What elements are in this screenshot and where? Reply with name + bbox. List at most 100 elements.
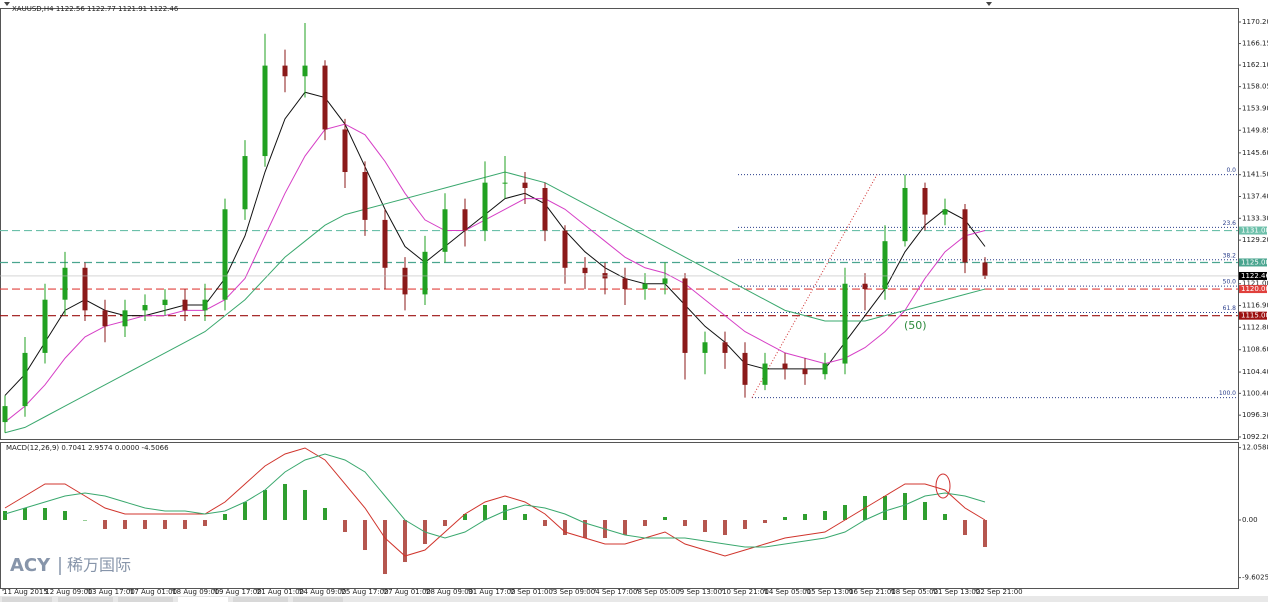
macd-bar [783, 517, 787, 521]
candle-body [522, 182, 528, 188]
candle-body [162, 299, 168, 306]
x-tick-label: 21 Aug 01:00 [257, 588, 304, 596]
chart-title: XAUUSD,H4 1122.56 1122.77 1121.91 1122.4… [12, 5, 179, 13]
y-tick-label: 1133.30 [1242, 214, 1268, 222]
x-tick-label: 16 Sep 21:00 [849, 588, 896, 596]
candle-body [142, 305, 148, 311]
macd-bar [923, 501, 927, 521]
x-tick-label: 14 Sep 05:00 [764, 588, 811, 596]
macd-title: MACD(12,26,9) 0.7041 2.9574 0.0000 -4.50… [6, 444, 169, 452]
macd-bar [983, 520, 987, 548]
x-tick-label: 21 Sep 13:00 [934, 588, 981, 596]
macd-bar [343, 520, 347, 533]
x-tick-label: 10 Sep 21:00 [722, 588, 769, 596]
macd-bar [363, 520, 367, 551]
candle-body [202, 299, 208, 311]
candle-body [722, 342, 728, 353]
candle-body [822, 363, 828, 375]
candle-body [242, 156, 248, 210]
candle-body [222, 209, 228, 300]
macd-bar [163, 520, 167, 530]
logo-name: 稀万国际 [67, 556, 131, 575]
macd-bar [943, 513, 947, 521]
macd-bar [103, 520, 107, 530]
y-tick-label: 1108.60 [1242, 346, 1268, 354]
macd-bar [23, 507, 27, 521]
macd-bar [903, 492, 907, 521]
candle-body [622, 278, 628, 290]
level-tag [1239, 311, 1267, 320]
y-tick-label: 1162.10 [1242, 61, 1268, 69]
macd-bar [663, 517, 667, 521]
level-tag-label: 1120.00 [1241, 285, 1268, 293]
macd-bar [763, 520, 767, 524]
annotation: (50) [904, 319, 927, 332]
macd-bar [583, 520, 587, 539]
macd-bar [143, 520, 147, 530]
candle-body [62, 267, 68, 300]
y-tick-label: -9.6025 [1242, 574, 1268, 582]
x-tick-label: 11 Aug 2015 [3, 588, 48, 596]
candle-body [782, 363, 788, 369]
candle-body [22, 352, 28, 407]
macd-bar [403, 520, 407, 563]
y-tick-label: 1116.90 [1242, 302, 1268, 310]
level-tag-label: 1125.00 [1241, 258, 1268, 266]
y-tick-label: 1129.20 [1242, 236, 1268, 244]
candle-body [862, 283, 868, 290]
macd-bar [703, 520, 707, 533]
y-tick-label: 1137.40 [1242, 192, 1268, 200]
candle-body [382, 219, 388, 268]
macd-bar [283, 483, 287, 521]
macd-bar [563, 520, 567, 536]
level-tag [1239, 258, 1267, 267]
candle-body [582, 267, 588, 274]
macd-bar [383, 520, 387, 575]
x-tick-label: 31 Aug 17:00 [468, 588, 515, 596]
level-tag-label: 1131.00 [1241, 227, 1268, 235]
current-price-tag [1239, 271, 1267, 280]
macd-bar [263, 489, 267, 521]
macd-bar [3, 510, 7, 521]
x-tick-label: 18 Aug 09:00 [172, 588, 219, 596]
candle-body [982, 262, 988, 276]
macd-line [4, 447, 986, 557]
candle-body [462, 209, 468, 231]
candle-body [702, 342, 708, 353]
x-tick-label: 8 Sep 05:00 [638, 588, 680, 596]
fib-trend [751, 174, 878, 398]
candle-body [262, 65, 268, 157]
macd-bar [823, 510, 827, 521]
macd-bar [803, 513, 807, 521]
y-tick-label: 1170.20 [1242, 18, 1268, 26]
y-tick-label: 1158.05 [1242, 83, 1268, 91]
macd-bar [683, 520, 687, 527]
current-price-label: 1122.46 [1241, 272, 1268, 280]
fib-label: 0.0 [1226, 167, 1236, 174]
macd-bar [183, 520, 187, 530]
x-tick-label: 2 Sep 01:00 [511, 588, 553, 596]
candle-body [562, 230, 568, 268]
candle-body [182, 299, 188, 311]
y-tick-label: 1153.90 [1242, 105, 1268, 113]
candle-body [442, 209, 448, 252]
y-tick-label: 1149.85 [1242, 126, 1268, 134]
macd-bar [523, 513, 527, 521]
y-tick-label: 12.0588 [1242, 444, 1268, 452]
y-tick-label: 1104.40 [1242, 368, 1268, 376]
candle-body [102, 310, 108, 327]
candle-body [542, 187, 548, 231]
macd-panel [0, 442, 1239, 589]
moving-average [4, 91, 986, 396]
x-tick-label: 22 Sep 21:00 [976, 588, 1023, 596]
candle-body [642, 283, 648, 290]
macd-bar [303, 489, 307, 521]
candle-body [682, 278, 688, 353]
macd-line [4, 453, 986, 548]
candle-body [902, 187, 908, 242]
macd-bar [963, 520, 967, 536]
candle-body [882, 241, 888, 290]
level-tag-label: 1115.00 [1241, 312, 1268, 320]
x-tick-label: 12 Aug 09:00 [45, 588, 92, 596]
